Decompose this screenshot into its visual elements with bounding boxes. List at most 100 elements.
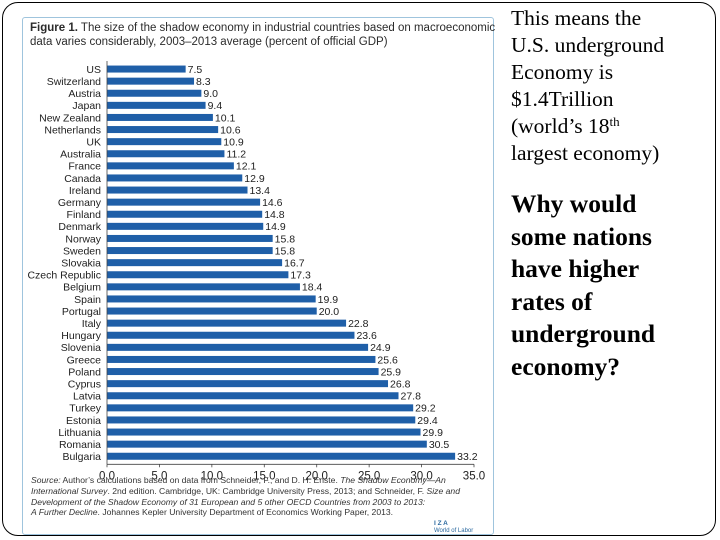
- bar-japan: [107, 101, 206, 109]
- x-tick-label-7: 35.0: [463, 470, 485, 482]
- category-label-portugal: Portugal: [62, 306, 101, 318]
- category-label-cyprus: Cyprus: [68, 378, 101, 390]
- category-label-slovakia: Slovakia: [61, 257, 101, 269]
- value-label-slovakia: 16.7: [284, 257, 305, 269]
- source-note: Source: Author’s calculations based on d…: [31, 475, 479, 518]
- x-tick-label-6: 30.0: [410, 470, 432, 482]
- value-label-romania: 30.5: [429, 439, 450, 451]
- value-label-poland: 25.9: [381, 366, 402, 378]
- source-label: Source:: [31, 475, 61, 485]
- figure-title-line2: data varies considerably, 2003–2013 aver…: [30, 36, 388, 48]
- value-label-france: 12.1: [236, 161, 257, 173]
- category-label-bulgaria: Bulgaria: [62, 451, 101, 463]
- value-label-finland: 14.8: [264, 209, 285, 221]
- bar-poland: [107, 368, 379, 376]
- value-label-hungary: 23.6: [356, 330, 377, 342]
- side-stat-rank-prefix: (world’s 18: [511, 114, 610, 138]
- value-label-turkey: 29.2: [415, 403, 436, 415]
- category-label-us: US: [86, 64, 101, 76]
- x-tick-label-2: 10.0: [201, 470, 223, 482]
- bar-belgium: [107, 283, 300, 291]
- bar-greece: [107, 355, 376, 363]
- side-stat-rank-suffix: th: [609, 114, 620, 129]
- question-line-5: underground: [511, 319, 656, 348]
- category-label-belgium: Belgium: [63, 282, 101, 294]
- x-tick-label-1: 5.0: [151, 470, 167, 482]
- side-question-text: Why would some nations have higher rates of…: [511, 188, 711, 383]
- bar-finland: [107, 210, 263, 218]
- bar-spain: [107, 295, 316, 303]
- bar-italy: [107, 319, 347, 327]
- side-stat-line-last: largest economy): [511, 141, 660, 165]
- value-label-netherlands: 10.6: [220, 124, 241, 136]
- category-label-denmark: Denmark: [58, 221, 101, 233]
- value-label-italy: 22.8: [348, 318, 369, 330]
- category-label-czech-republic: Czech Republic: [27, 270, 101, 282]
- value-label-greece: 25.6: [377, 354, 398, 366]
- category-label-slovenia: Slovenia: [61, 342, 101, 354]
- category-label-finland: Finland: [67, 209, 102, 221]
- side-stat-text: This means the U.S. underground Economy is…: [511, 5, 711, 167]
- source-line3-italic: Development of the Shadow Economy of 31 …: [31, 496, 426, 507]
- category-label-spain: Spain: [74, 294, 101, 306]
- bar-hungary: [107, 331, 355, 339]
- bar-turkey: [107, 404, 414, 412]
- bar-bulgaria: [107, 452, 456, 460]
- bar-cyprus: [107, 380, 389, 388]
- x-tick-label-5: 25.0: [358, 470, 380, 482]
- value-label-bulgaria: 33.2: [457, 451, 478, 463]
- bar-slovenia: [107, 343, 369, 351]
- category-label-sweden: Sweden: [63, 245, 101, 257]
- category-label-switzerland: Switzerland: [47, 76, 101, 88]
- bar-slovakia: [107, 259, 283, 267]
- category-label-turkey: Turkey: [69, 403, 101, 415]
- value-label-czech-republic: 17.3: [290, 270, 311, 282]
- bar-us: [107, 65, 186, 73]
- bar-uk: [107, 138, 222, 146]
- figure-panel: [22, 17, 494, 535]
- side-stat-line-4: $1.4Trillion: [511, 87, 614, 111]
- bar-new-zealand: [107, 113, 213, 121]
- category-label-norway: Norway: [65, 233, 101, 245]
- value-label-us: 7.5: [188, 64, 203, 76]
- bar-denmark: [107, 222, 264, 230]
- x-tick-label-3: 15.0: [253, 470, 275, 482]
- value-label-austria: 9.0: [203, 88, 218, 100]
- question-line-3: have higher: [511, 254, 640, 283]
- question-line-6: economy?: [511, 351, 621, 381]
- x-tick-label-0: 0.0: [99, 470, 115, 482]
- bar-canada: [107, 174, 243, 182]
- category-label-germany: Germany: [58, 197, 102, 209]
- bar-austria: [107, 89, 202, 97]
- value-label-sweden: 15.8: [275, 245, 296, 257]
- value-label-uk: 10.9: [223, 136, 244, 148]
- category-label-new-zealand: New Zealand: [39, 112, 101, 124]
- source-line1-italic: The Shadow Economy—An: [340, 475, 446, 485]
- category-label-poland: Poland: [68, 366, 101, 378]
- bar-norway: [107, 234, 273, 242]
- value-label-estonia: 29.4: [417, 415, 438, 427]
- bar-netherlands: [107, 126, 219, 134]
- source-line4-italic: A Further Decline: [31, 507, 98, 518]
- bar-germany: [107, 198, 261, 206]
- category-label-ireland: Ireland: [69, 185, 101, 197]
- source-line4-rest: . Johannes Kepler University Department …: [97, 507, 394, 518]
- side-stat-line-3: Economy is: [511, 60, 614, 84]
- value-label-new-zealand: 10.1: [215, 112, 236, 124]
- value-label-germany: 14.6: [262, 197, 283, 209]
- category-label-greece: Greece: [67, 354, 102, 366]
- value-label-lithuania: 29.9: [423, 427, 444, 439]
- side-stat-line-2: U.S. underground: [511, 33, 665, 57]
- value-label-spain: 19.9: [318, 294, 339, 306]
- source-line2-rest: . 2nd edition. Cambridge, UK: Cambridge …: [107, 485, 427, 496]
- value-label-japan: 9.4: [208, 100, 223, 112]
- category-label-estonia: Estonia: [66, 415, 101, 427]
- figure-title: Figure 1. The size of the shadow economy…: [30, 21, 500, 49]
- category-label-australia: Australia: [60, 149, 101, 161]
- iza-logo-sub: World of Labor: [434, 527, 474, 534]
- category-label-uk: UK: [86, 136, 101, 148]
- value-label-denmark: 14.9: [265, 221, 286, 233]
- figure-label: Figure 1.: [30, 22, 78, 34]
